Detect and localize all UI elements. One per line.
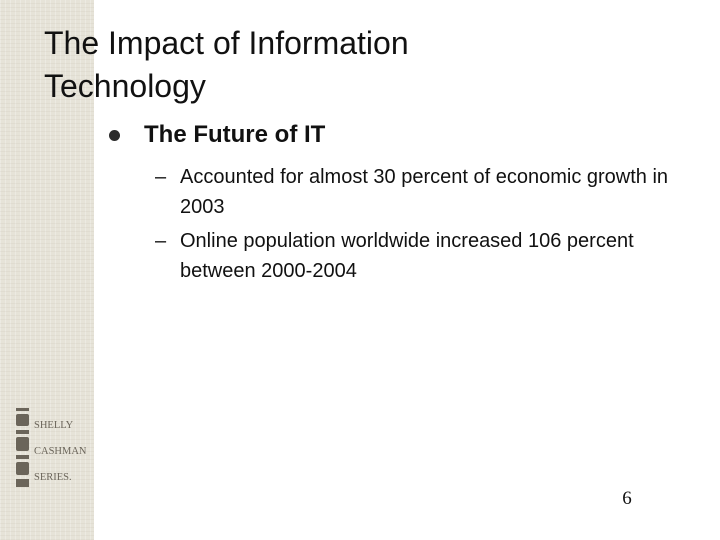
svg-text:CASHMAN: CASHMAN — [34, 446, 86, 457]
title-line-1: The Impact of Information — [44, 25, 409, 61]
bullet-text: The Future of IT — [144, 121, 326, 148]
dash-marker: – — [155, 230, 167, 252]
bullet-dot-icon — [109, 129, 120, 141]
sub-point: – Online population worldwide increased … — [155, 226, 675, 286]
shelly-cashman-series-logo: SHELLY CASHMAN SERIES. — [16, 408, 86, 487]
left-decorative-band — [0, 0, 94, 540]
slide-title: The Impact of Information Technology — [44, 22, 644, 108]
svg-text:SERIES.: SERIES. — [34, 472, 72, 483]
sub-point-text: Accounted for almost 30 percent of econo… — [180, 166, 669, 218]
bullet-item: The Future of IT — [109, 121, 325, 149]
page-number: 6 — [622, 488, 632, 509]
dash-marker: – — [155, 166, 167, 188]
sub-point: – Accounted for almost 30 percent of eco… — [155, 162, 675, 222]
title-line-2: Technology — [44, 68, 206, 104]
svg-text:SHELLY: SHELLY — [34, 420, 74, 431]
sub-point-text: Online population worldwide increased 10… — [180, 230, 634, 282]
